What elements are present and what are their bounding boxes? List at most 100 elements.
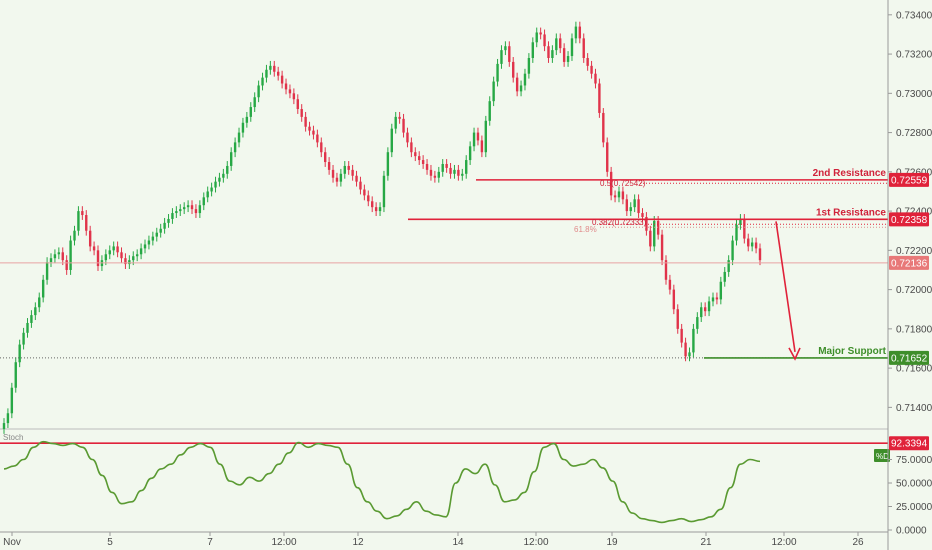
candle-body (747, 238, 750, 247)
candle-body (292, 93, 296, 100)
candle-body (108, 250, 111, 255)
candle-body (6, 413, 10, 424)
candle-body (210, 187, 213, 192)
time-tick-label: 12:00 (523, 537, 548, 548)
candle-body (273, 65, 276, 72)
candle-body (598, 83, 601, 113)
candle-body (484, 120, 488, 153)
candle-body (30, 315, 33, 323)
candle-body (147, 240, 151, 245)
candle-body (386, 152, 390, 176)
candle-body (374, 207, 378, 212)
candle-body (700, 307, 703, 318)
candle-body (421, 160, 425, 164)
candle-body (719, 281, 723, 300)
candle-body (668, 279, 672, 290)
candle-body (492, 81, 495, 102)
candle-body (680, 328, 683, 343)
candle-body (735, 224, 738, 241)
candle-body (363, 189, 366, 196)
candle-body (613, 195, 617, 198)
price-tick-label: 0.73000 (896, 89, 932, 100)
candle-body (649, 230, 652, 247)
candle-body (574, 26, 578, 39)
candle-body (226, 165, 229, 174)
resistance-1-label: 1st Resistance (816, 207, 886, 218)
candle-body (124, 258, 127, 265)
price-tick-label: 0.71400 (896, 403, 932, 414)
time-tick-label: 14 (452, 537, 464, 548)
candle-body (555, 38, 558, 51)
candle-body (284, 83, 288, 90)
candle-body (723, 271, 726, 282)
candle-body (171, 213, 174, 219)
osc-tick-label: 75.0000 (896, 455, 932, 466)
candle-body (88, 230, 92, 247)
candle-body (81, 211, 84, 216)
candle-body (621, 191, 625, 200)
candle-body (688, 352, 691, 357)
candle-body (179, 209, 182, 212)
candle-body (527, 57, 531, 74)
candle-body (276, 71, 280, 76)
candle-body (566, 56, 570, 62)
candle-body (320, 142, 323, 153)
candle-body (465, 160, 468, 174)
candle-body (707, 301, 711, 312)
price-tick-label: 0.72200 (896, 246, 932, 257)
candle-body (249, 107, 252, 117)
candle-body (519, 85, 523, 92)
candle-body (18, 344, 21, 363)
candle-body (461, 173, 464, 176)
candle-body (433, 175, 437, 178)
stoch-line (3, 440, 761, 524)
candle-body (410, 142, 413, 153)
candle-body (633, 199, 636, 208)
candle-body (77, 211, 80, 231)
candle-body (449, 167, 452, 174)
candle-body (151, 236, 155, 241)
price-tick-label: 0.72000 (896, 285, 932, 296)
candle-body (715, 297, 719, 300)
candle-body (167, 218, 170, 223)
candle-body (488, 101, 491, 121)
candle-body (218, 177, 221, 182)
candle-body (418, 156, 421, 161)
candle-body (175, 211, 178, 214)
candle-body (359, 181, 362, 190)
candle-body (198, 205, 202, 214)
candle-body (65, 260, 68, 270)
projection-arrow-line (775, 221, 796, 353)
time-tick-label: 12:00 (271, 537, 296, 548)
candle-body (645, 216, 648, 231)
candle-body (394, 116, 397, 129)
candle-body (96, 250, 100, 267)
candle-body (637, 199, 640, 214)
time-tick-label: 12:00 (771, 537, 796, 548)
candle-body (590, 65, 593, 74)
osc-legend-bg (874, 449, 890, 462)
candle-body (233, 142, 237, 153)
candle-body (257, 85, 260, 98)
candle-body (543, 34, 546, 47)
current-price-tag: 0.72136 (891, 258, 928, 269)
candle-body (245, 116, 249, 123)
candle-body (339, 173, 343, 182)
candle-body (367, 195, 370, 202)
candles (2, 21, 762, 434)
candle-body (496, 63, 499, 82)
candle-body (155, 232, 158, 237)
candle-body (559, 38, 562, 49)
candle-body (515, 77, 519, 92)
time-tick-label: 21 (700, 537, 712, 548)
candle-body (296, 99, 299, 110)
time-tick-label: 26 (852, 537, 864, 548)
candle-body (112, 246, 115, 251)
candle-body (343, 165, 346, 174)
osc-legend: %D (876, 452, 889, 461)
candle-body (143, 244, 147, 249)
candle-body (265, 69, 268, 78)
projection-arrow-head (788, 347, 801, 361)
candle-body (22, 332, 25, 345)
